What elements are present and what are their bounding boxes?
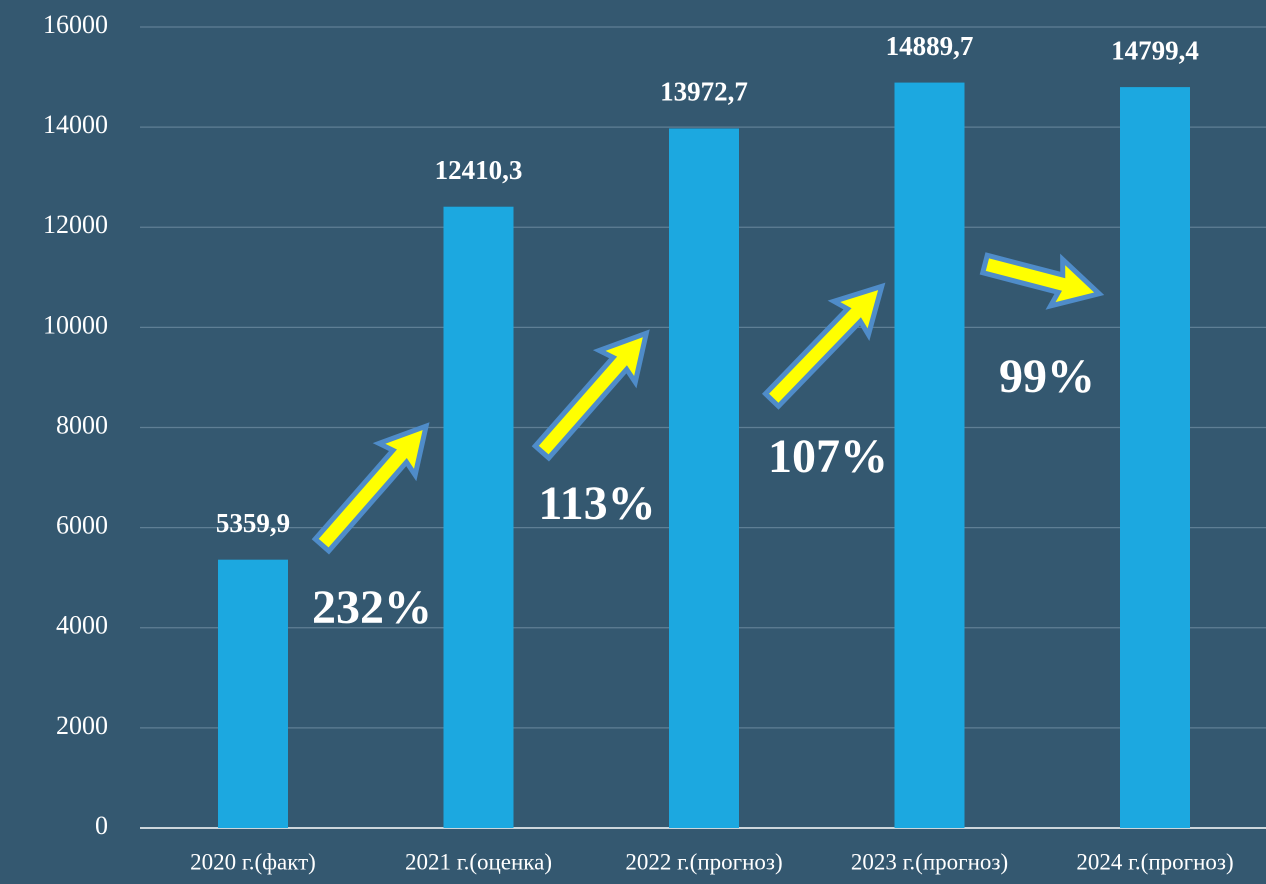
bar	[669, 128, 739, 828]
value-label: 5359,9	[216, 508, 290, 538]
y-tick-label: 14000	[43, 110, 108, 139]
value-label: 14799,4	[1111, 35, 1199, 65]
y-tick-label: 10000	[43, 310, 108, 339]
y-tick-label: 6000	[56, 511, 108, 540]
y-tick-label: 16000	[43, 10, 108, 39]
x-tick-label: 2020 г.(факт)	[190, 849, 316, 874]
y-tick-label: 2000	[56, 711, 108, 740]
arrow	[531, 329, 650, 462]
annotation: 232%	[312, 581, 432, 634]
x-tick-label: 2022 г.(прогноз)	[625, 849, 782, 874]
y-tick-label: 4000	[56, 611, 108, 640]
y-tick-label: 8000	[56, 410, 108, 439]
annotation: 113%	[538, 477, 655, 530]
value-label: 13972,7	[660, 77, 748, 107]
annotation: 99%	[999, 350, 1095, 403]
arrow	[311, 422, 430, 555]
annotation: 107%	[768, 430, 888, 483]
bar	[1120, 87, 1190, 828]
y-tick-label: 0	[95, 811, 108, 840]
x-tick-label: 2024 г.(прогноз)	[1076, 849, 1233, 874]
bars	[218, 82, 1190, 828]
bar	[894, 82, 965, 828]
arrows	[311, 252, 1105, 555]
x-tick-label: 2023 г.(прогноз)	[851, 849, 1008, 874]
y-tick-label: 12000	[43, 210, 108, 239]
value-label: 12410,3	[435, 155, 523, 185]
arrow	[979, 252, 1105, 310]
x-tick-label: 2021 г.(оценка)	[405, 849, 552, 874]
bar	[218, 559, 288, 828]
arrow	[761, 282, 886, 410]
value-label: 14889,7	[886, 31, 974, 61]
bar	[443, 206, 514, 828]
